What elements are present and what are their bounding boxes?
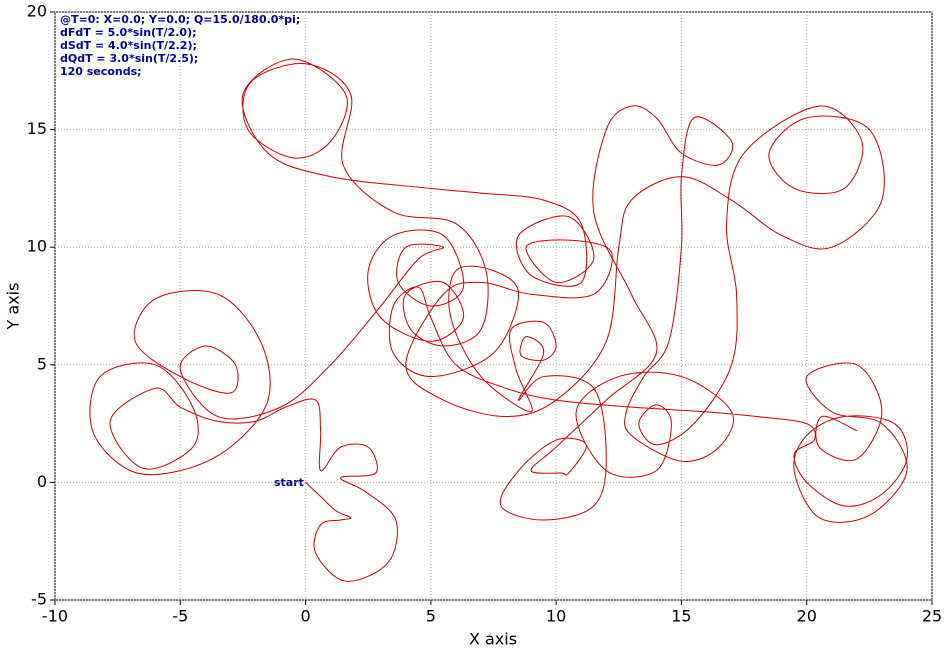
annotation: dQdT = 3.0*sin(T/2.5);: [60, 52, 198, 65]
trajectory-line: [89, 58, 908, 582]
annotation: 120 seconds;: [60, 65, 142, 78]
annotation: dFdT = 5.0*sin(T/2.0);: [60, 26, 197, 39]
x-axis-label: X axis: [469, 630, 517, 649]
x-tick-label: 25: [922, 607, 942, 626]
y-tick-label: -5: [31, 590, 47, 609]
y-axis-label: Y axis: [4, 283, 23, 331]
x-tick-label: 10: [546, 607, 566, 626]
annotation: @T=0: X=0.0; Y=0.0; Q=15.0/180.0*pi;: [60, 13, 300, 26]
x-tick-label: 5: [426, 607, 436, 626]
x-tick-label: 0: [300, 607, 310, 626]
plot-frame: [54, 11, 933, 601]
y-tick-label: 0: [37, 472, 47, 491]
x-tick-label: 15: [671, 607, 691, 626]
y-tick-label: 10: [27, 237, 47, 256]
x-tick-label: -5: [172, 607, 188, 626]
y-tick-label: 15: [27, 119, 47, 138]
x-tick-label: 20: [797, 607, 817, 626]
x-tick-label: -10: [42, 607, 68, 626]
y-tick-label: 5: [37, 354, 47, 373]
start-label: start: [274, 476, 304, 489]
annotation: dSdT = 4.0*sin(T/2.2);: [60, 39, 197, 52]
y-tick-label: 20: [27, 2, 47, 21]
